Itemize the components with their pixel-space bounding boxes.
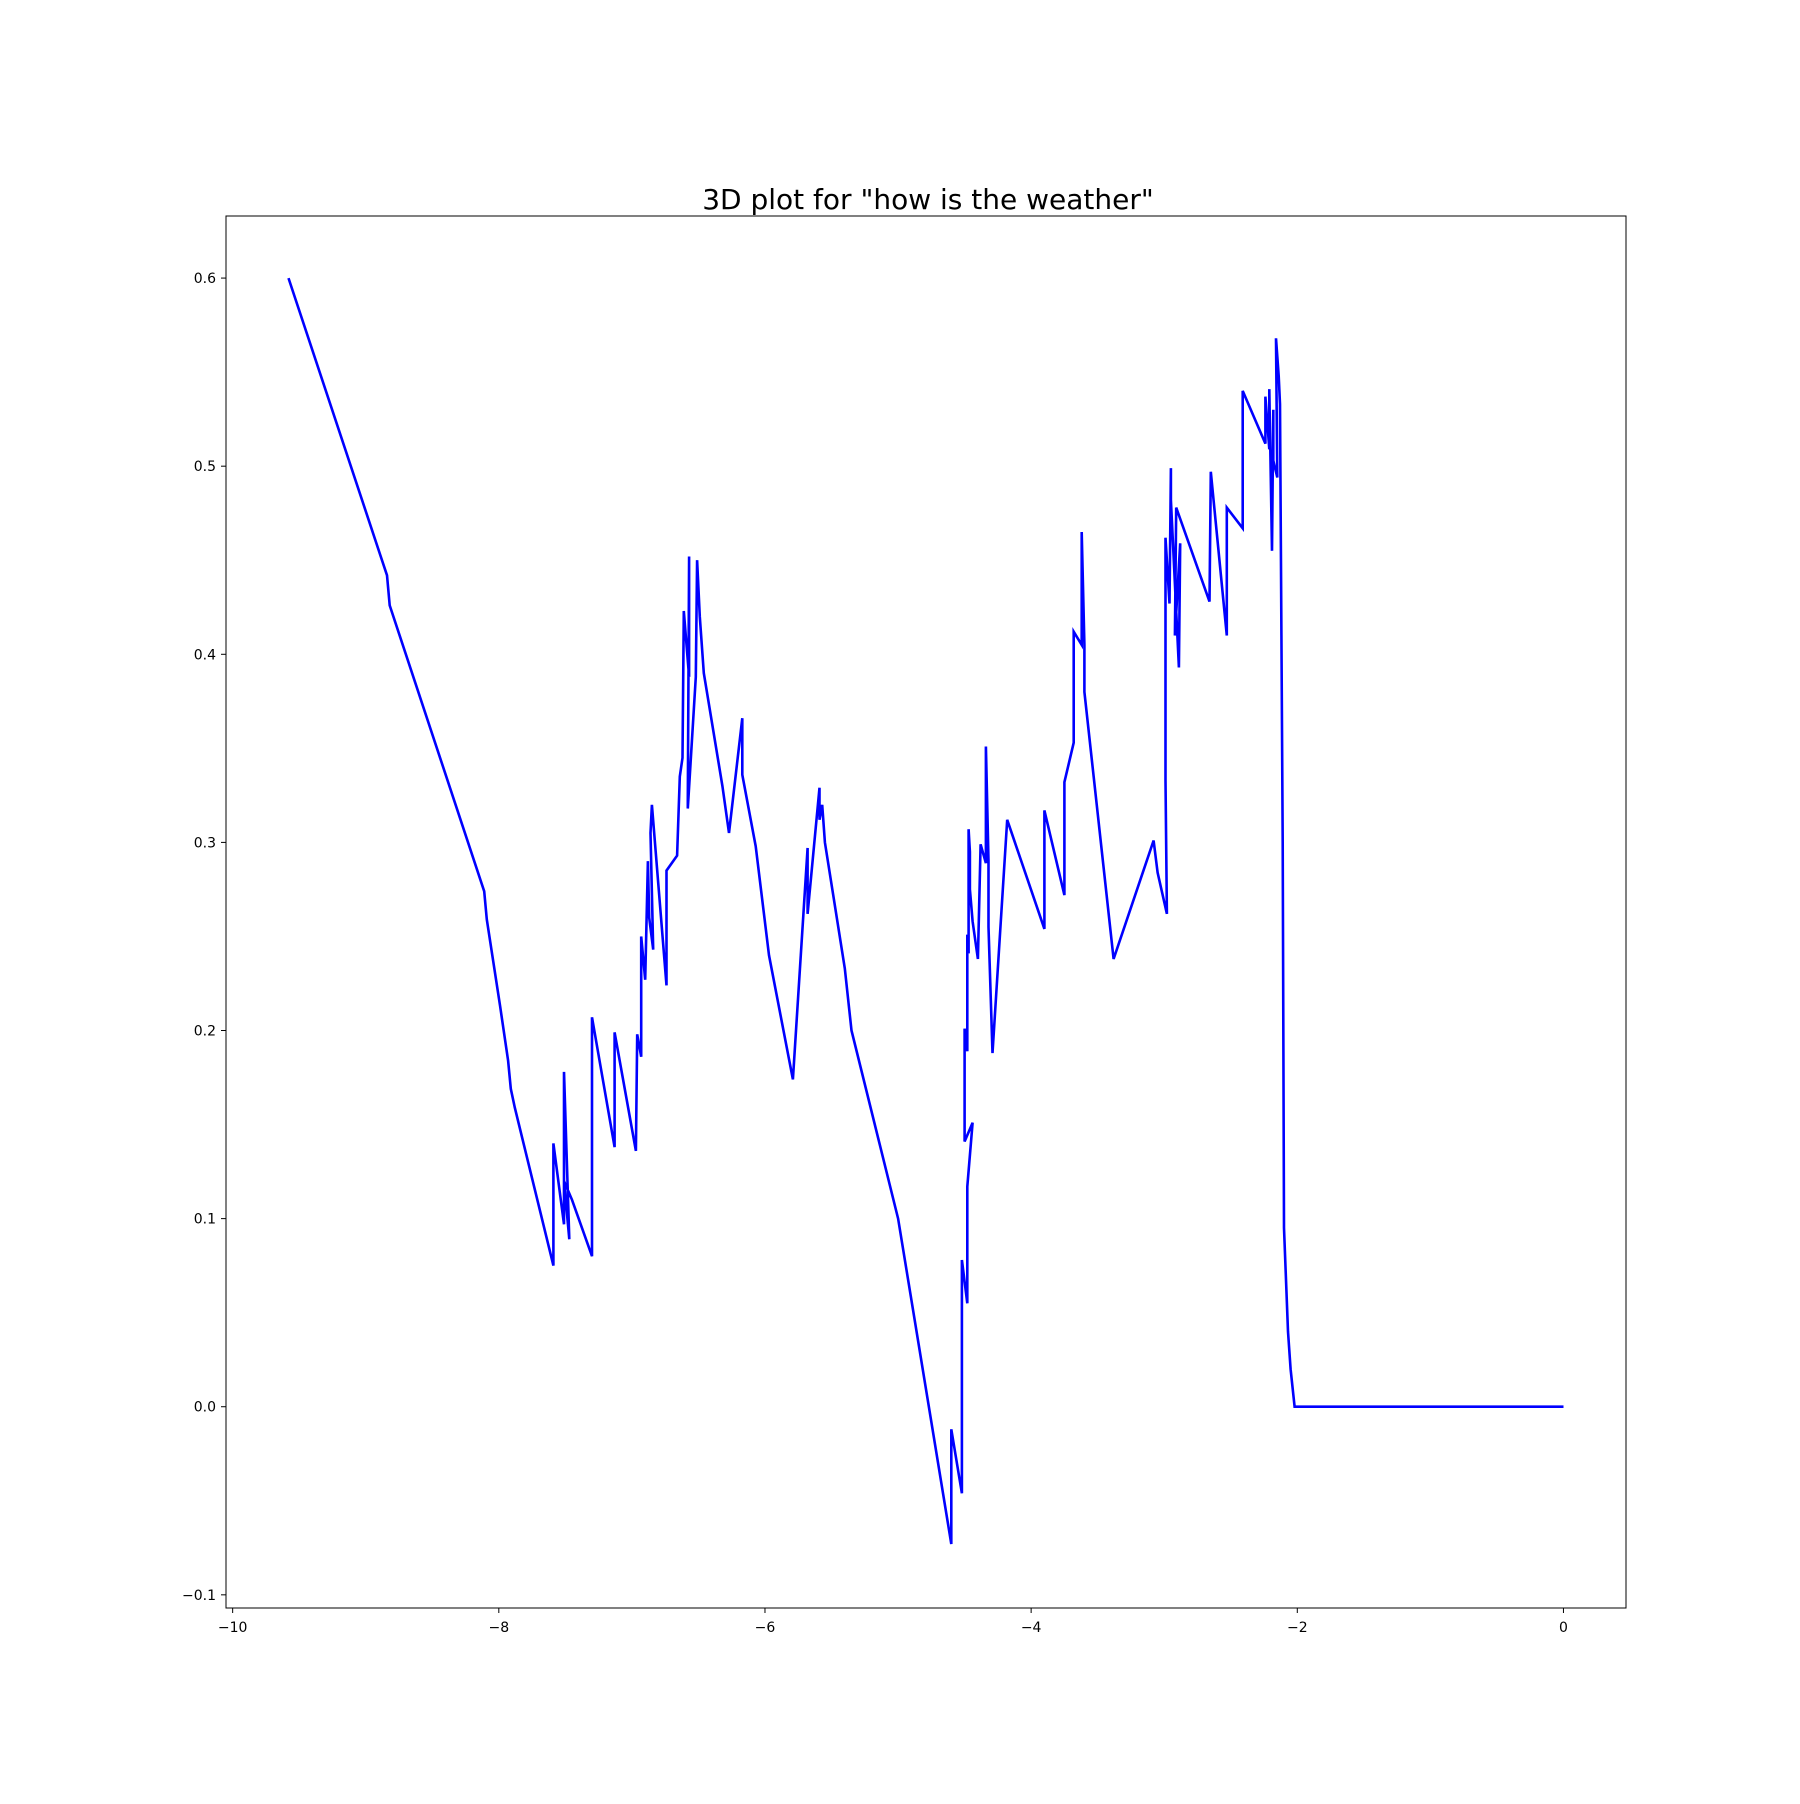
y-tick-label: 0.3	[194, 835, 216, 851]
x-tick-label: −2	[1287, 1620, 1308, 1636]
y-tick-label: 0.5	[194, 459, 216, 475]
x-tick-label: −8	[488, 1620, 509, 1636]
x-axis: −10 −8 −6 −4 −2 0	[218, 1608, 1568, 1636]
plot-area-frame	[225, 215, 1627, 1609]
y-tick-label: 0.6	[194, 271, 216, 287]
series-layer	[287, 277, 1564, 1545]
x-tick-label: −10	[218, 1620, 248, 1636]
y-tick-label: 0.0	[194, 1400, 216, 1416]
y-tick-label: 0.1	[194, 1212, 216, 1228]
x-tick-label: −6	[755, 1620, 776, 1636]
chart-title: 3D plot for "how is the weather"	[702, 183, 1154, 216]
y-tick-label: 0.4	[194, 647, 216, 663]
y-tick-label: 0.2	[194, 1024, 216, 1040]
x-tick-label: −4	[1021, 1620, 1042, 1636]
x-tick-label: 0	[1559, 1620, 1568, 1636]
y-tick-label: −0.1	[182, 1588, 216, 1604]
y-axis: −0.1 0.0 0.1 0.2 0.3 0.4 0.5 0.6	[182, 271, 226, 1604]
series-line	[287, 277, 1564, 1545]
